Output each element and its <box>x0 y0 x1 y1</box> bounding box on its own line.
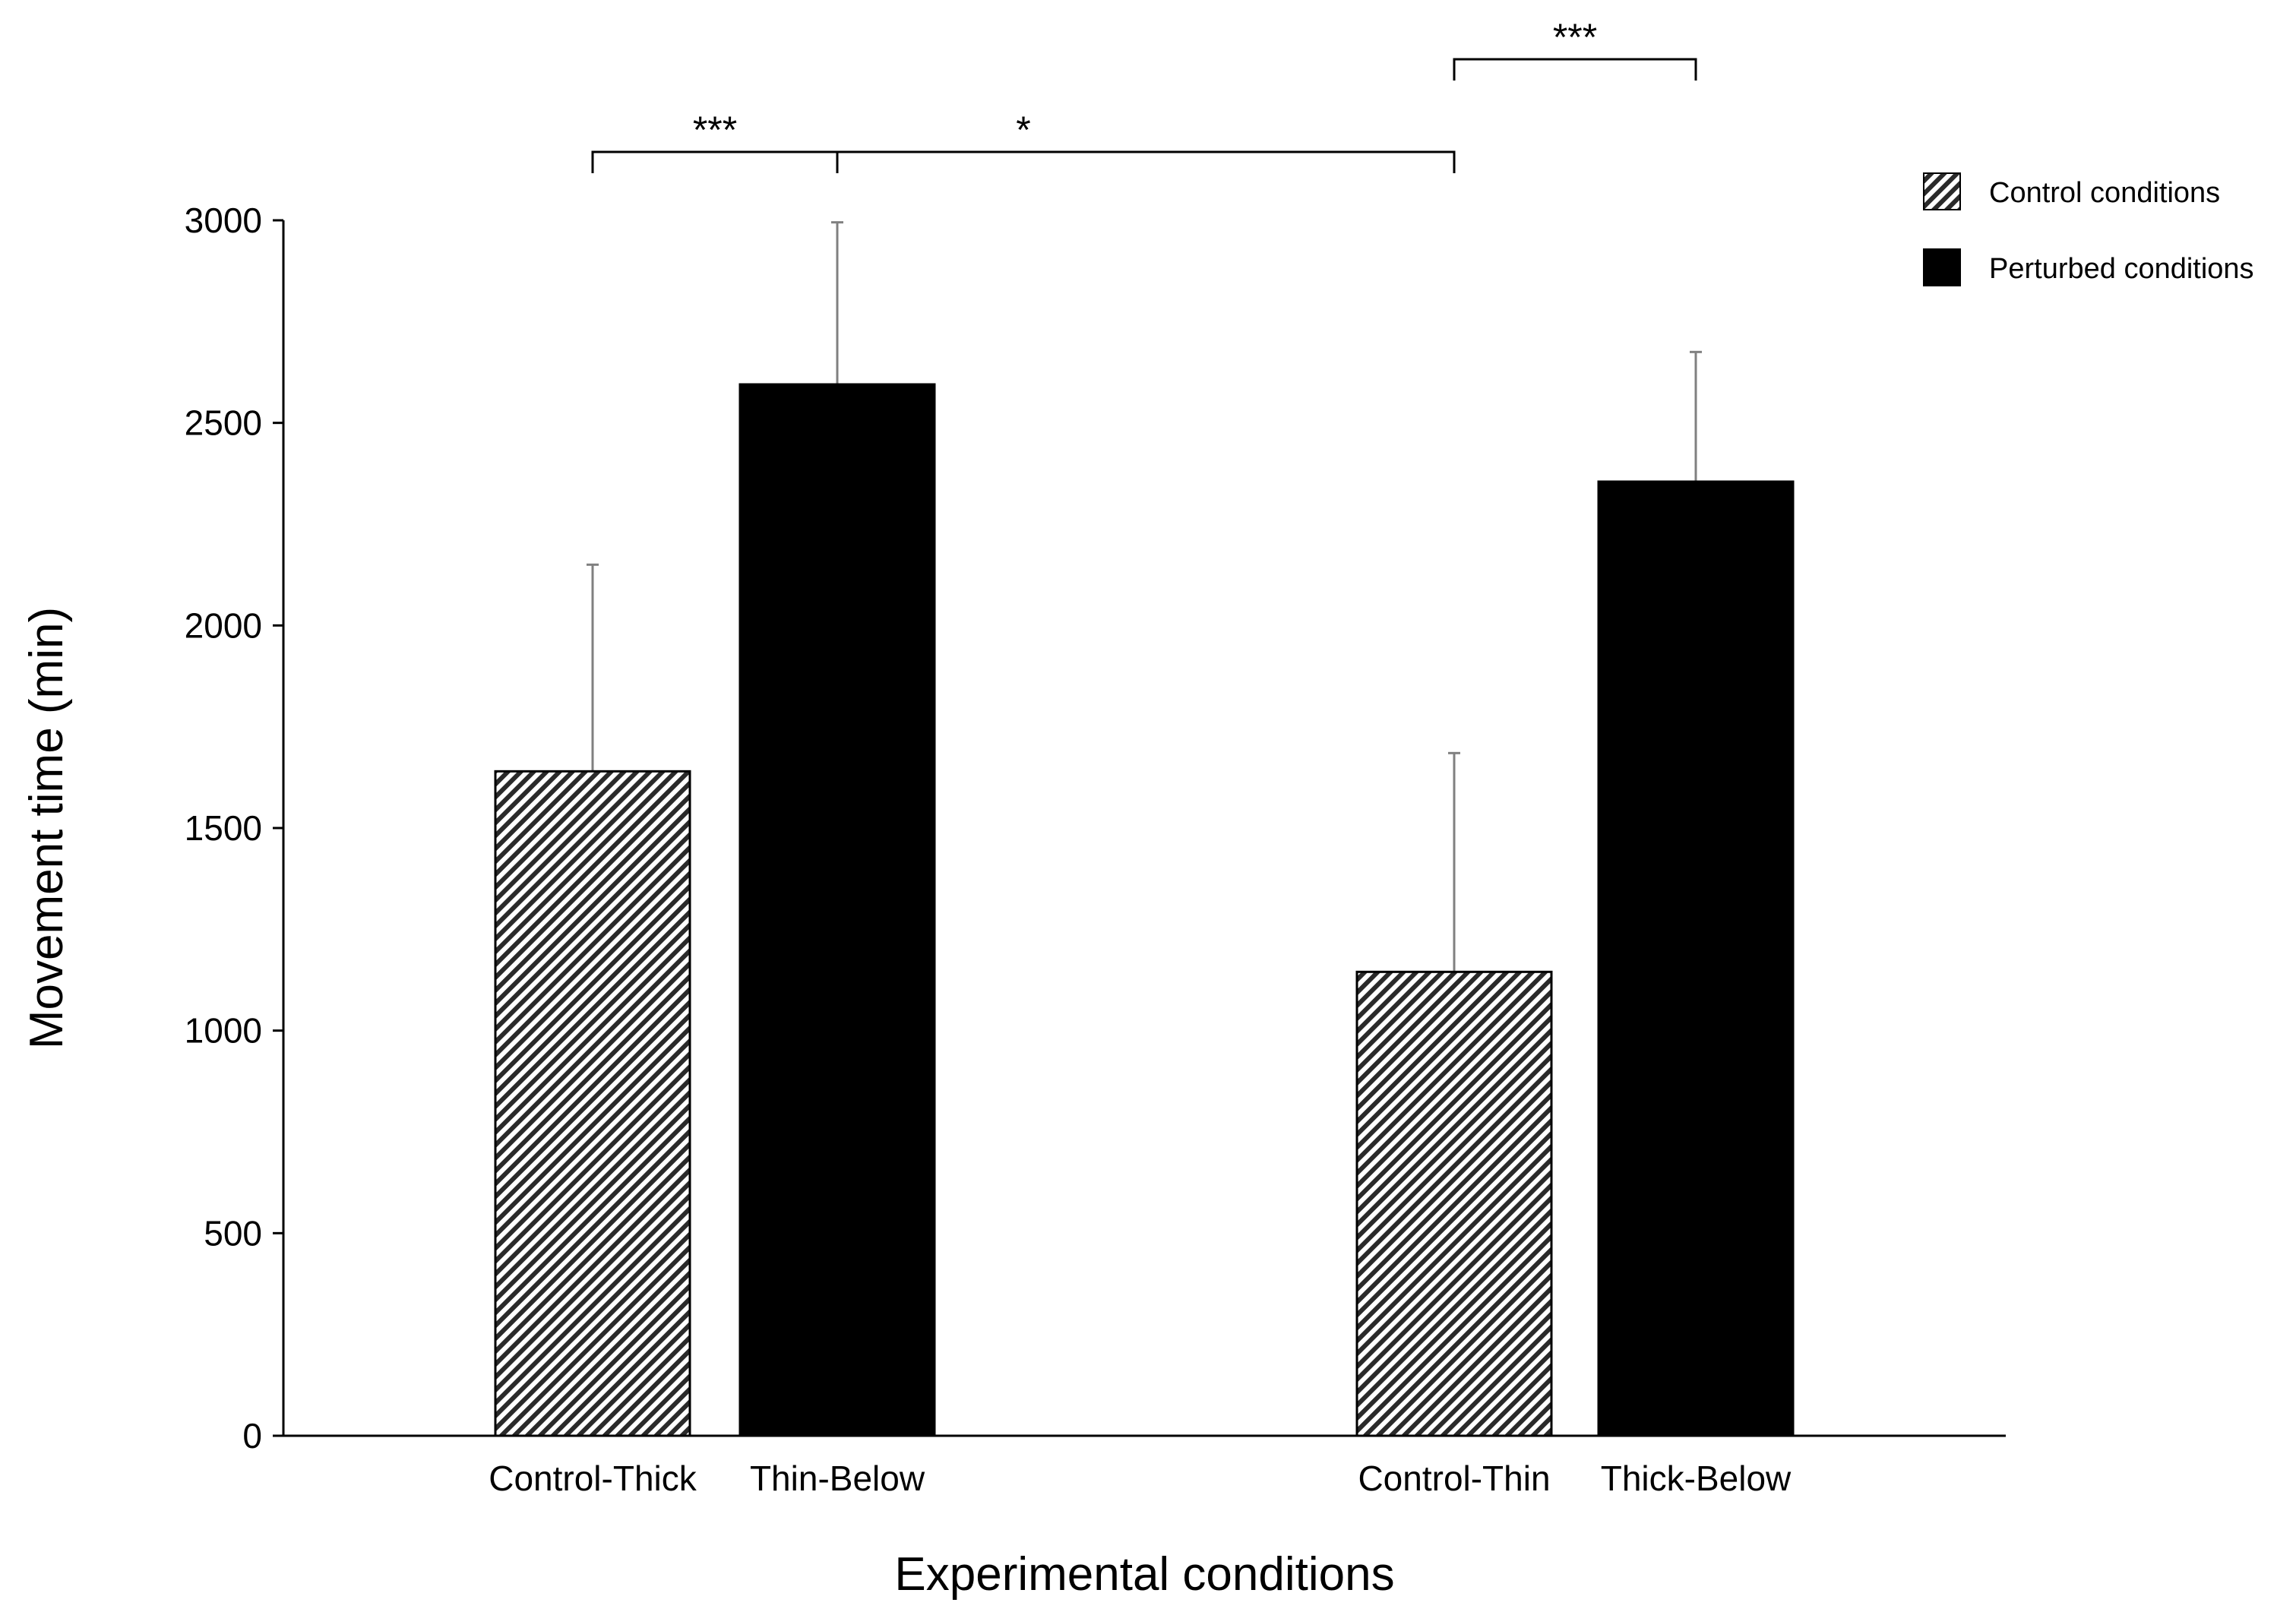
legend-swatch-perturbed <box>1923 248 1961 286</box>
significance-bracket <box>591 150 1456 173</box>
x-tick-label: Control-Thick <box>489 1459 697 1498</box>
legend-label: Control conditions <box>1989 177 2220 209</box>
y-tick-label: 500 <box>204 1213 262 1253</box>
significance-label: *** <box>693 109 737 151</box>
axes: 0 500 1000 1500 2000 2500 3000 <box>185 201 2006 1456</box>
significance-label: * <box>1016 109 1030 151</box>
legend-label: Perturbed conditions <box>1989 253 2254 285</box>
significance-bracket <box>1453 58 1697 81</box>
y-tick-label: 3000 <box>185 201 262 240</box>
y-tick-label: 0 <box>242 1416 262 1456</box>
bar-perturbed <box>738 383 936 1437</box>
legend: Control conditions Perturbed conditions <box>1923 172 2254 286</box>
x-tick-label: Control-Thin <box>1358 1459 1550 1498</box>
bar-control <box>1355 970 1553 1437</box>
bar-perturbed <box>1597 480 1795 1437</box>
x-tick-label: Thick-Below <box>1601 1459 1792 1498</box>
legend-swatch-control <box>1923 172 1961 210</box>
y-tick-label: 2000 <box>185 605 262 645</box>
bars: Control-Thick Thin-Below Control-Thin Thick… <box>489 221 1795 1498</box>
y-tick-label: 1000 <box>185 1011 262 1051</box>
y-tick-label: 2500 <box>185 403 262 443</box>
significance-bracket <box>591 150 839 173</box>
x-tick-label: Thin-Below <box>750 1459 925 1498</box>
significance-brackets: ******* <box>591 16 1697 173</box>
y-axis-title: Movement time (min) <box>21 607 73 1049</box>
y-tick-label: 1500 <box>185 808 262 848</box>
bar-control <box>494 770 691 1437</box>
significance-label: *** <box>1553 16 1597 58</box>
x-axis-title: Experimental conditions <box>894 1548 1394 1601</box>
